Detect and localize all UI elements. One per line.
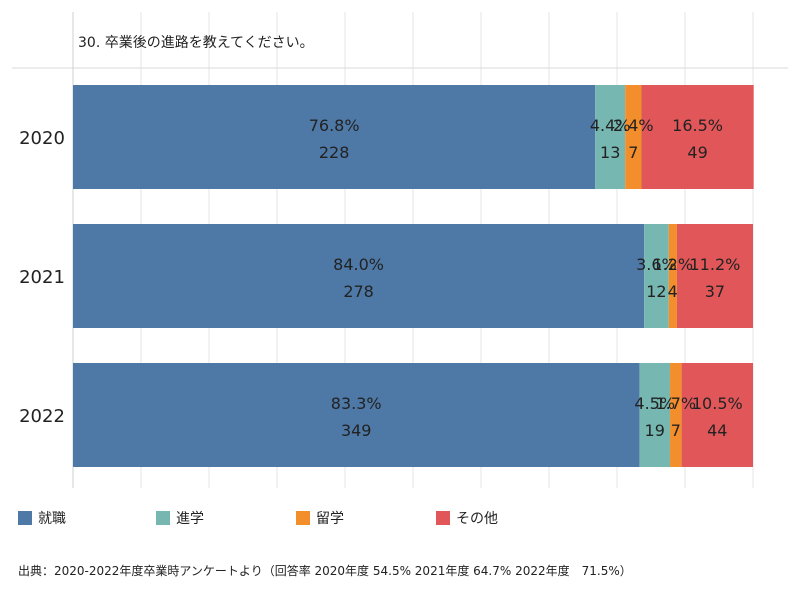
count-label-2022-series-0: 349: [341, 421, 372, 440]
legend-item-0: 就職: [18, 508, 66, 528]
bar-2021-series-0: [73, 224, 645, 328]
percent-label-2021-series-3: 11.2%: [690, 255, 741, 274]
bar-2020-series-2: [625, 85, 642, 189]
bar-2021-series-1: [644, 224, 669, 328]
count-label-2020-series-0: 228: [319, 143, 350, 162]
count-label-2022-series-1: 19: [645, 421, 665, 440]
count-label-2022-series-3: 44: [707, 421, 727, 440]
percent-label-2022-series-1: 4.5%: [634, 394, 675, 413]
legend-item-2: 留学: [296, 508, 344, 528]
percent-label-2020-series-3: 16.5%: [672, 116, 723, 135]
bar-2022-series-3: [681, 363, 753, 467]
y-tick-label-2021: 2021: [19, 267, 65, 288]
count-label-2020-series-2: 7: [628, 143, 638, 162]
y-tick-label-2022: 2022: [19, 406, 65, 427]
percent-label-2020-series-2: 2.4%: [613, 116, 654, 135]
y-tick-labels: 2020 2021 2022: [19, 128, 65, 427]
legend-swatch-3: [436, 511, 450, 525]
count-label-2021-series-1: 12: [646, 282, 666, 301]
percent-label-2022-series-2: 1.7%: [655, 394, 696, 413]
percent-label-2021-series-0: 84.0%: [333, 255, 384, 274]
count-label-2020-series-1: 13: [600, 143, 620, 162]
percent-label-2022-series-3: 10.5%: [692, 394, 743, 413]
legend-label-1: 進学: [176, 511, 204, 527]
percent-label-2020-series-1: 4.4%: [590, 116, 631, 135]
count-label-2021-series-0: 278: [343, 282, 374, 301]
count-label-2021-series-3: 37: [705, 282, 725, 301]
y-tick-label-2020: 2020: [19, 128, 65, 149]
bar-2022-series-0: [73, 363, 640, 467]
bar-2021-series-3: [676, 224, 753, 328]
legend-swatch-1: [156, 511, 170, 525]
percent-label-2021-series-2: 1.2%: [652, 255, 693, 274]
legend-label-3: その他: [456, 511, 498, 527]
bar-2022-series-1: [639, 363, 671, 467]
chart-title: 30. 卒業後の進路を教えてください。: [78, 35, 314, 51]
bar-2020-series-1: [595, 85, 626, 189]
bar-2020-series-0: [73, 85, 596, 189]
count-label-2021-series-2: 4: [668, 282, 678, 301]
bars: [73, 85, 754, 467]
legend: 就職 進学 留学 その他: [18, 508, 798, 528]
data-labels: 76.8% 228 4.4% 13 2.4% 7 16.5% 49 84.0% 278 3.6% 12…: [309, 116, 743, 440]
legend-swatch-0: [18, 511, 32, 525]
bar-2021-series-2: [668, 224, 677, 328]
percent-label-2020-series-0: 76.8%: [309, 116, 360, 135]
legend-label-2: 留学: [316, 511, 344, 527]
legend-item-1: 進学: [156, 508, 204, 528]
bar-2022-series-2: [670, 363, 682, 467]
percent-label-2022-series-0: 83.3%: [331, 394, 382, 413]
percent-label-2021-series-1: 3.6%: [636, 255, 677, 274]
count-label-2020-series-3: 49: [687, 143, 707, 162]
legend-swatch-2: [296, 511, 310, 525]
legend-label-0: 就職: [38, 511, 66, 527]
stacked-bar-chart: 2020 2021 2022 76.8% 228 4.4% 13 2.4% 7 16.5% 49 8…: [12, 12, 788, 488]
count-label-2022-series-2: 7: [671, 421, 681, 440]
bar-2020-series-3: [641, 85, 754, 189]
legend-item-3: その他: [436, 508, 498, 528]
source-footnote: 出典：2020-2022年度卒業時アンケートより（回答率 2020年度 54.5…: [18, 564, 632, 578]
